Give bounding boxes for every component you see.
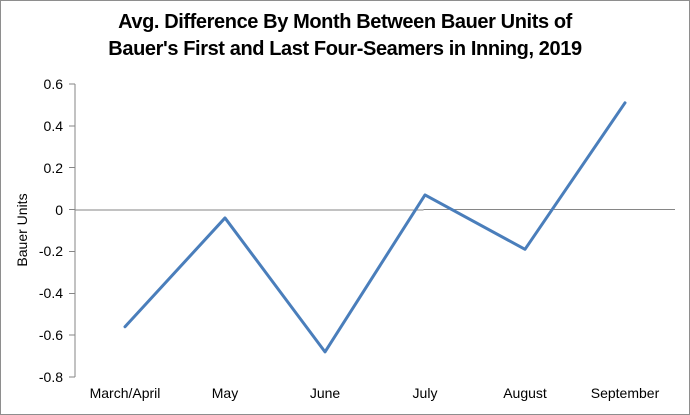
data-series-line [123,101,627,354]
y-tick-label: 0.6 [43,76,63,92]
x-tick-label: March/April [89,385,161,401]
chart-title: Avg. Difference By Month Between Bauer U… [1,9,689,63]
y-tick-label: -0.4 [38,285,63,302]
chart-title-line2: Bauer's First and Last Four-Seamers in I… [108,38,582,60]
x-tick-label: June [309,385,341,401]
chart-title-line1: Avg. Difference By Month Between Bauer U… [118,11,572,33]
x-tick-label: May [211,385,239,401]
y-tick-label: 0.2 [43,159,63,176]
x-tick-label: July [412,385,438,401]
y-tick-label: -0.2 [38,243,63,260]
y-tick-label: -0.8 [38,369,63,385]
x-tick-label: August [503,385,547,401]
x-tick-label: September [590,385,660,401]
y-tick-label: -0.6 [38,327,63,344]
y-tick-label: 0 [55,201,63,218]
y-tick-label: 0.4 [43,117,63,134]
